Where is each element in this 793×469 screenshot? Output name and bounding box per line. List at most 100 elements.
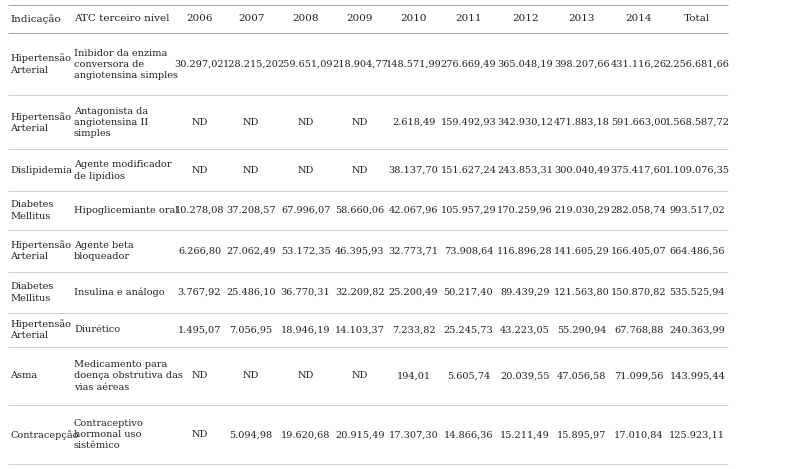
Text: ND: ND [352, 166, 368, 174]
Text: ND: ND [191, 371, 208, 380]
Text: 89.439,29: 89.439,29 [500, 288, 550, 297]
Text: 43.223,05: 43.223,05 [500, 325, 550, 334]
Text: Antagonista da
angiotensina II
simples: Antagonista da angiotensina II simples [74, 106, 148, 138]
Text: ND: ND [243, 118, 259, 127]
Text: Diabetes
Mellitus: Diabetes Mellitus [10, 200, 54, 220]
Text: 259.651,09: 259.651,09 [278, 60, 333, 68]
Text: 159.492,93: 159.492,93 [440, 118, 496, 127]
Text: 166.405,07: 166.405,07 [611, 246, 666, 255]
Text: 25.200,49: 25.200,49 [389, 288, 439, 297]
Text: 67.768,88: 67.768,88 [614, 325, 663, 334]
Text: 535.525,94: 535.525,94 [669, 288, 725, 297]
Text: 20.039,55: 20.039,55 [500, 371, 550, 380]
Text: 993.517,02: 993.517,02 [669, 206, 725, 215]
Text: 151.627,24: 151.627,24 [440, 166, 496, 174]
Text: 591.663,00: 591.663,00 [611, 118, 666, 127]
Text: 128.215,20: 128.215,20 [224, 60, 279, 68]
Text: 2012: 2012 [511, 15, 538, 23]
Text: 2006: 2006 [186, 15, 213, 23]
Text: Asma: Asma [10, 371, 37, 380]
Text: Inibidor da enzima
conversora de
angiotensina simples: Inibidor da enzima conversora de angiote… [74, 49, 178, 80]
Text: 243.853,31: 243.853,31 [497, 166, 553, 174]
Text: Contracepção: Contracepção [10, 430, 79, 440]
Text: 1.109.076,35: 1.109.076,35 [665, 166, 730, 174]
Text: Contraceptivo
hormonal uso
sistêmico: Contraceptivo hormonal uso sistêmico [74, 419, 144, 450]
Text: 398.207,66: 398.207,66 [554, 60, 610, 68]
Text: Hipertensão
Arterial: Hipertensão Arterial [10, 240, 71, 261]
Text: ND: ND [191, 431, 208, 439]
Text: 67.996,07: 67.996,07 [281, 206, 330, 215]
Text: 240.363,99: 240.363,99 [669, 325, 725, 334]
Text: 5.094,98: 5.094,98 [230, 431, 273, 439]
Text: 14.103,37: 14.103,37 [335, 325, 385, 334]
Text: ND: ND [191, 118, 208, 127]
Text: 18.946,19: 18.946,19 [281, 325, 331, 334]
Text: ND: ND [352, 371, 368, 380]
Text: 15.211,49: 15.211,49 [500, 431, 550, 439]
Text: 58.660,06: 58.660,06 [335, 206, 385, 215]
Text: 25.486,10: 25.486,10 [227, 288, 276, 297]
Text: 50.217,40: 50.217,40 [443, 288, 493, 297]
Text: 7.056,95: 7.056,95 [230, 325, 273, 334]
Text: 2014: 2014 [626, 15, 652, 23]
Text: 46.395,93: 46.395,93 [335, 246, 385, 255]
Text: 2009: 2009 [347, 15, 374, 23]
Text: 219.030,29: 219.030,29 [554, 206, 610, 215]
Text: ND: ND [297, 118, 314, 127]
Text: ATC terceiro nível: ATC terceiro nível [74, 15, 170, 23]
Text: Insulina e análogo: Insulina e análogo [74, 288, 165, 297]
Text: 71.099,56: 71.099,56 [614, 371, 663, 380]
Text: Hipertensão
Arterial: Hipertensão Arterial [10, 319, 71, 340]
Text: ND: ND [243, 166, 259, 174]
Text: 20.915,49: 20.915,49 [335, 431, 385, 439]
Text: 105.957,29: 105.957,29 [441, 206, 496, 215]
Text: 2013: 2013 [569, 15, 595, 23]
Text: 25.245,73: 25.245,73 [443, 325, 493, 334]
Text: 32.773,71: 32.773,71 [389, 246, 439, 255]
Text: 143.995,44: 143.995,44 [669, 371, 725, 380]
Text: 342.930,12: 342.930,12 [497, 118, 553, 127]
Text: 218.904,77: 218.904,77 [332, 60, 388, 68]
Text: 194,01: 194,01 [396, 371, 431, 380]
Text: 7.233,82: 7.233,82 [392, 325, 435, 334]
Text: 36.770,31: 36.770,31 [281, 288, 331, 297]
Text: 125.923,11: 125.923,11 [669, 431, 726, 439]
Text: Agente modificador
de lipídios: Agente modificador de lipídios [74, 160, 171, 181]
Text: 32.209,82: 32.209,82 [335, 288, 385, 297]
Text: Diurético: Diurético [74, 325, 120, 334]
Text: 121.563,80: 121.563,80 [554, 288, 610, 297]
Text: 37.208,57: 37.208,57 [226, 206, 276, 215]
Text: 431.116,26: 431.116,26 [611, 60, 667, 68]
Text: 5.605,74: 5.605,74 [446, 371, 490, 380]
Text: Dislipidemia: Dislipidemia [10, 166, 72, 174]
Text: Hipoglicemiante oral: Hipoglicemiante oral [74, 206, 178, 215]
Text: ND: ND [297, 371, 314, 380]
Text: 42.067,96: 42.067,96 [389, 206, 439, 215]
Text: 38.137,70: 38.137,70 [389, 166, 439, 174]
Text: 300.040,49: 300.040,49 [554, 166, 610, 174]
Text: ND: ND [352, 118, 368, 127]
Text: Hipertensão
Arterial: Hipertensão Arterial [10, 112, 71, 133]
Text: Diabetes
Mellitus: Diabetes Mellitus [10, 282, 54, 303]
Text: 2007: 2007 [238, 15, 264, 23]
Text: 2.256.681,66: 2.256.681,66 [665, 60, 730, 68]
Text: 375.417,60: 375.417,60 [611, 166, 667, 174]
Text: 170.259,96: 170.259,96 [497, 206, 553, 215]
Text: 15.895,97: 15.895,97 [557, 431, 607, 439]
Text: 141.605,29: 141.605,29 [554, 246, 610, 255]
Text: 6.266,80: 6.266,80 [178, 246, 221, 255]
Text: 148.571,99: 148.571,99 [385, 60, 442, 68]
Text: 17.010,84: 17.010,84 [614, 431, 664, 439]
Text: Total: Total [684, 15, 711, 23]
Text: 30.297,02: 30.297,02 [174, 60, 224, 68]
Text: 1.568.587,72: 1.568.587,72 [665, 118, 730, 127]
Text: 664.486,56: 664.486,56 [669, 246, 725, 255]
Text: 14.866,36: 14.866,36 [443, 431, 493, 439]
Text: Medicamento para
doença obstrutiva das
vias aéreas: Medicamento para doença obstrutiva das v… [74, 360, 183, 392]
Text: 276.669,49: 276.669,49 [441, 60, 496, 68]
Text: 27.062,49: 27.062,49 [226, 246, 276, 255]
Text: 47.056,58: 47.056,58 [557, 371, 607, 380]
Text: 2.618,49: 2.618,49 [392, 118, 435, 127]
Text: ND: ND [243, 371, 259, 380]
Text: 471.883,18: 471.883,18 [554, 118, 610, 127]
